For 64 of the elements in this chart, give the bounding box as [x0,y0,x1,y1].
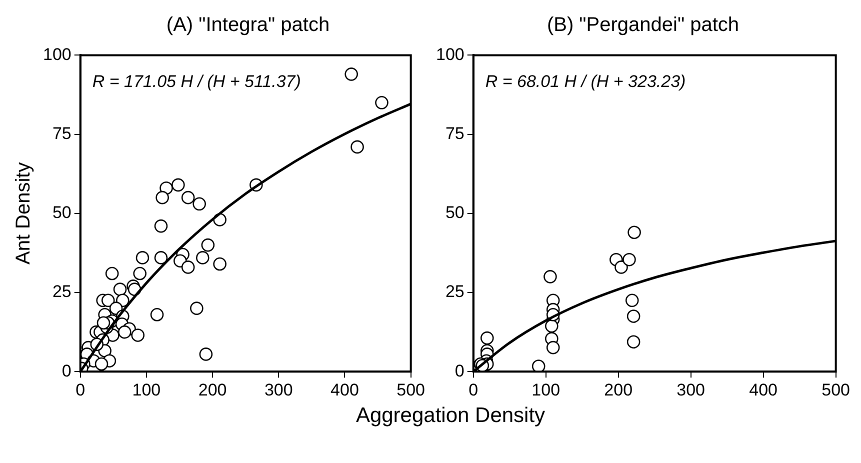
x-tick-label: 200 [198,380,227,400]
point [94,357,108,371]
y-tick-label: 100 [436,44,464,64]
y-tick-label: 0 [454,361,464,380]
point [172,178,185,192]
point [626,310,640,323]
x-tick-label: 0 [468,380,478,400]
point [480,331,494,345]
y-tick-label: 25 [52,282,72,302]
x-tick-label: 100 [532,380,560,400]
y-tick-label: 50 [445,203,464,222]
point [626,335,640,349]
point [375,96,388,110]
x-tick-label: 300 [264,380,293,400]
point [628,226,641,240]
point [625,294,639,308]
y-tick-label: 50 [52,203,72,222]
point [131,328,145,342]
point [181,190,195,204]
point [201,238,215,252]
point [113,282,127,296]
point [532,360,546,372]
chart-title: (A) "Integra" patch [165,13,331,38]
point [154,219,168,233]
x-tick-label: 400 [330,380,359,400]
point [118,325,132,339]
point [101,294,115,308]
point [181,260,195,274]
x-tick-label: 500 [822,380,850,400]
y-tick-label: 100 [42,44,72,64]
chart-title: (B) "Pergandei" patch [546,13,740,38]
point [545,319,558,333]
x-tick-label: 400 [749,380,778,400]
point [196,251,210,264]
x-tick-label: 200 [604,380,633,400]
point [350,140,364,154]
point [105,266,119,280]
point [544,270,557,284]
x-tick-label: 0 [76,380,86,400]
point [190,302,204,315]
x-tick-label: 300 [676,380,706,400]
point [546,340,560,354]
point [192,197,206,211]
point [622,252,636,266]
point [344,68,358,81]
y-tick-label: 0 [62,361,72,380]
annotation: R = 68.01 H / (H + 323.23) [485,72,686,92]
point [150,308,164,322]
y-tick-label: 75 [52,124,72,143]
point [96,316,110,330]
point [154,251,168,264]
y-tick-label: 25 [445,282,464,302]
point [614,260,628,274]
point [133,266,146,280]
x-tick-label: 500 [396,380,426,400]
point [156,190,169,204]
annotation: R = 171.05 H / (H + 511.37) [92,72,301,92]
point [199,348,213,361]
x-axis-title: Aggregation Density [354,404,546,428]
point [213,257,226,271]
point [136,251,150,264]
y-tick-label: 75 [445,124,464,143]
y-axis-title: Ant Density [12,162,35,265]
x-tick-label: 100 [132,380,161,400]
